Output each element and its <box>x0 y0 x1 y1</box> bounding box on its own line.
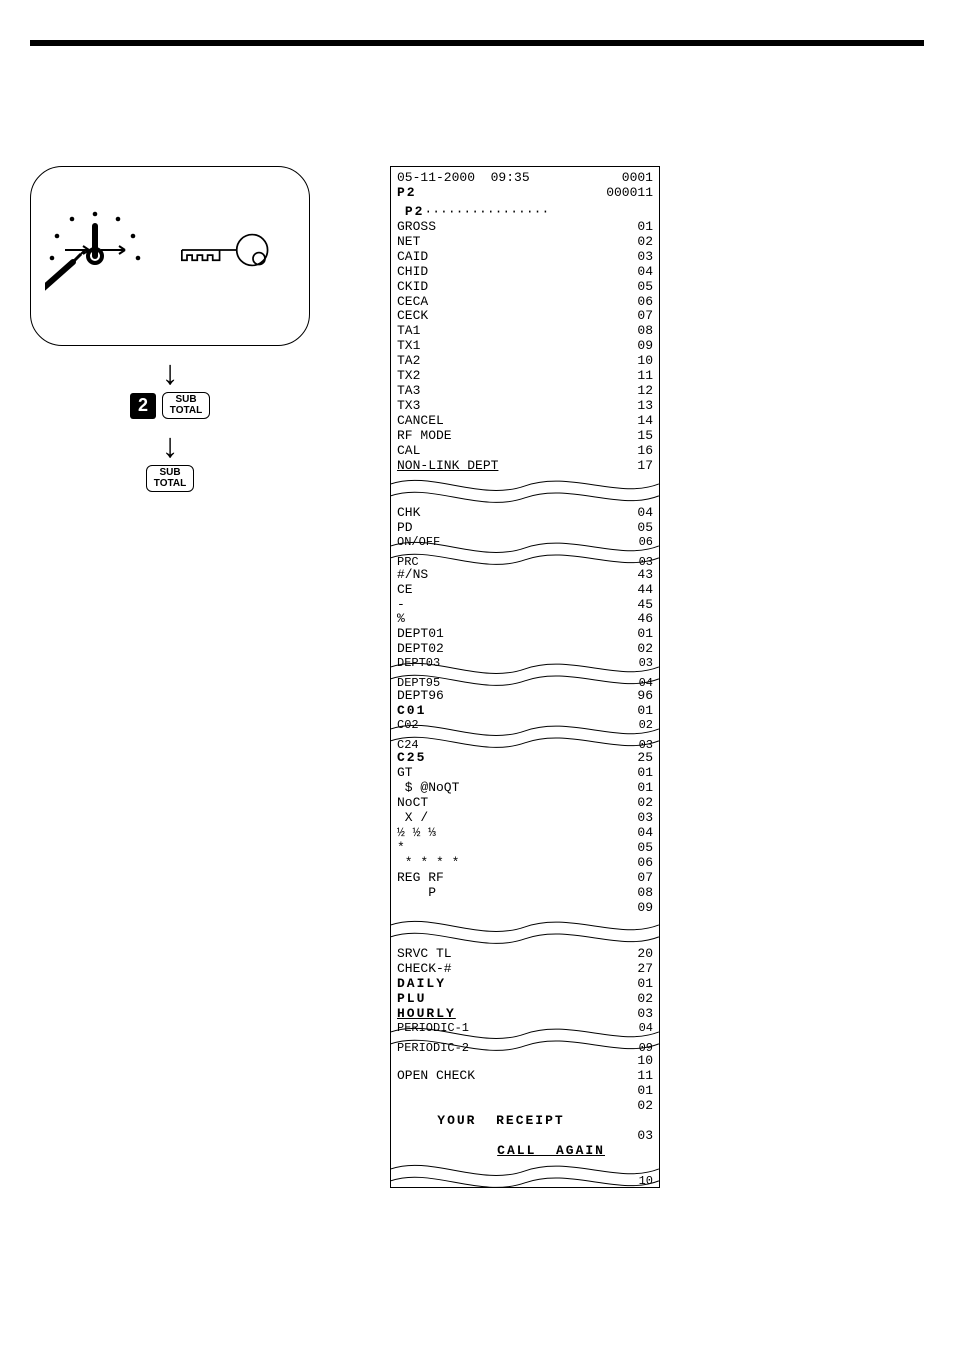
right-column: 05-11-2000 09:350001P2000011 P2·········… <box>390 166 670 1188</box>
down-arrow-icon: ↓ <box>162 356 179 390</box>
left-column: ↓ 2 SUB TOTAL ↓ SUB TOTAL <box>30 166 310 492</box>
receipt-row: GROSS01 <box>397 220 653 235</box>
receipt-row: CANCEL14 <box>397 414 653 429</box>
receipt-row: TA108 <box>397 324 653 339</box>
receipt-row: NON-LINK DEPT17 <box>397 459 653 474</box>
receipt-row: 02 <box>397 1099 653 1114</box>
receipt-row: 01 <box>397 1084 653 1099</box>
receipt-row: CKID05 <box>397 280 653 295</box>
content-columns: ↓ 2 SUB TOTAL ↓ SUB TOTAL 05-11-2000 09:… <box>30 166 924 1188</box>
subtotal-label-1: SUB <box>153 468 187 479</box>
receipt-row: CHID04 <box>397 265 653 280</box>
receipt-row: GT01 <box>397 766 653 781</box>
receipt-row: %46 <box>397 612 653 627</box>
step-row: 2 SUB TOTAL <box>130 392 210 419</box>
receipt-row: X /03 <box>397 811 653 826</box>
receipt-row: CE44 <box>397 583 653 598</box>
receipt-row: TA312 <box>397 384 653 399</box>
receipt-row: CAID03 <box>397 250 653 265</box>
receipt-row: CECK07 <box>397 309 653 324</box>
receipt-row: SRVC TL20 <box>397 947 653 962</box>
receipt-row: #/NS43 <box>397 568 653 583</box>
receipt-row: *05 <box>397 841 653 856</box>
receipt-call-again: CALL AGAIN <box>397 1144 653 1159</box>
receipt-tear: ON/OFF06PRC03 <box>391 536 659 568</box>
page: ↓ 2 SUB TOTAL ↓ SUB TOTAL 05-11-2000 09:… <box>0 0 954 1208</box>
receipt-row: TX211 <box>397 369 653 384</box>
receipt-row: CHK04 <box>397 506 653 521</box>
receipt-row: 10 <box>397 1054 653 1069</box>
key-icon <box>175 226 295 286</box>
receipt-row: RF MODE15 <box>397 429 653 444</box>
receipt-row: C2525 <box>397 751 653 766</box>
subtotal-label-2: TOTAL <box>153 479 187 490</box>
receipt-row: 09 <box>397 901 653 916</box>
key-switch-panel <box>30 166 310 346</box>
receipt-row: CHECK-#27 <box>397 962 653 977</box>
top-rule <box>30 40 924 46</box>
receipt-row: DEPT0101 <box>397 627 653 642</box>
subtotal-label-1: SUB <box>169 395 203 406</box>
receipt-row: * * * *06 <box>397 856 653 871</box>
receipt-row: REG RF07 <box>397 871 653 886</box>
receipt-row: TX313 <box>397 399 653 414</box>
receipt-row: DEPT0202 <box>397 642 653 657</box>
receipt-row: DEPT9696 <box>397 689 653 704</box>
receipt-tear <box>391 474 659 506</box>
subtotal-label-2: TOTAL <box>169 406 203 417</box>
receipt-tear <box>391 915 659 947</box>
receipt-tear: DEPT0303DEPT9504 <box>391 657 659 689</box>
receipt-row: PD05 <box>397 521 653 536</box>
down-arrow-icon: ↓ <box>162 429 179 463</box>
mode-dial-icon <box>45 206 145 306</box>
receipt-row: DAILY01 <box>397 977 653 992</box>
receipt-row: NET02 <box>397 235 653 250</box>
receipt-row: HOURLY03 <box>397 1007 653 1022</box>
subtotal-button[interactable]: SUB TOTAL <box>146 465 194 492</box>
receipt: 05-11-2000 09:350001P2000011 P2·········… <box>390 166 660 1188</box>
step-number-box: 2 <box>130 393 156 419</box>
receipt-row: CECA06 <box>397 295 653 310</box>
receipt-row: -45 <box>397 598 653 613</box>
receipt-row: $ @NoQT01 <box>397 781 653 796</box>
receipt-row: ½ ½ ⅓04 <box>397 826 653 841</box>
receipt-tear: 10 <box>391 1159 659 1187</box>
receipt-row: CAL16 <box>397 444 653 459</box>
receipt-row: PLU02 <box>397 992 653 1007</box>
receipt-row: NoCT02 <box>397 796 653 811</box>
receipt-section-header: P2················ <box>397 205 653 220</box>
receipt-your-receipt: YOUR RECEIPT <box>397 1114 653 1129</box>
subtotal-button[interactable]: SUB TOTAL <box>162 392 210 419</box>
receipt-header-code: P2000011 <box>397 186 653 201</box>
receipt-row: P08 <box>397 886 653 901</box>
receipt-tear: PERIODIC-104PERIODIC-209 <box>391 1022 659 1054</box>
receipt-row: TX109 <box>397 339 653 354</box>
receipt-row: OPEN CHECK11 <box>397 1069 653 1084</box>
receipt-row: 03 <box>397 1129 653 1144</box>
receipt-header: 05-11-2000 09:350001 <box>397 171 653 186</box>
receipt-tear: C0202C2403 <box>391 719 659 751</box>
receipt-row: C0101 <box>397 704 653 719</box>
receipt-row: TA210 <box>397 354 653 369</box>
